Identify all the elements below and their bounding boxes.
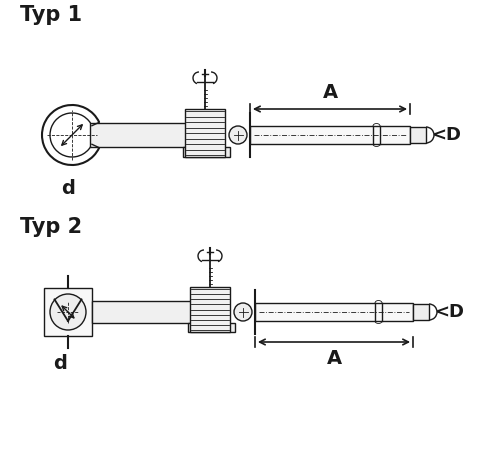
Bar [90, 123, 213, 147]
Bar [190, 287, 230, 332]
Bar [92, 301, 213, 323]
Circle shape [50, 294, 86, 330]
Circle shape [229, 126, 247, 144]
Bar [413, 304, 429, 320]
Bar [44, 288, 92, 336]
Bar [250, 126, 410, 144]
Text: d: d [61, 179, 75, 198]
Text: <D: <D [431, 126, 461, 144]
Text: <D: <D [434, 303, 464, 321]
Text: Typ 2: Typ 2 [20, 217, 82, 237]
Text: Typ 1: Typ 1 [20, 5, 82, 25]
Bar [183, 147, 230, 157]
Bar [255, 303, 413, 321]
Text: A: A [322, 83, 338, 102]
Bar [188, 323, 235, 332]
Circle shape [234, 303, 252, 321]
Bar [410, 127, 426, 143]
Text: A: A [326, 349, 342, 368]
Bar [185, 109, 225, 157]
Text: d: d [53, 354, 67, 373]
